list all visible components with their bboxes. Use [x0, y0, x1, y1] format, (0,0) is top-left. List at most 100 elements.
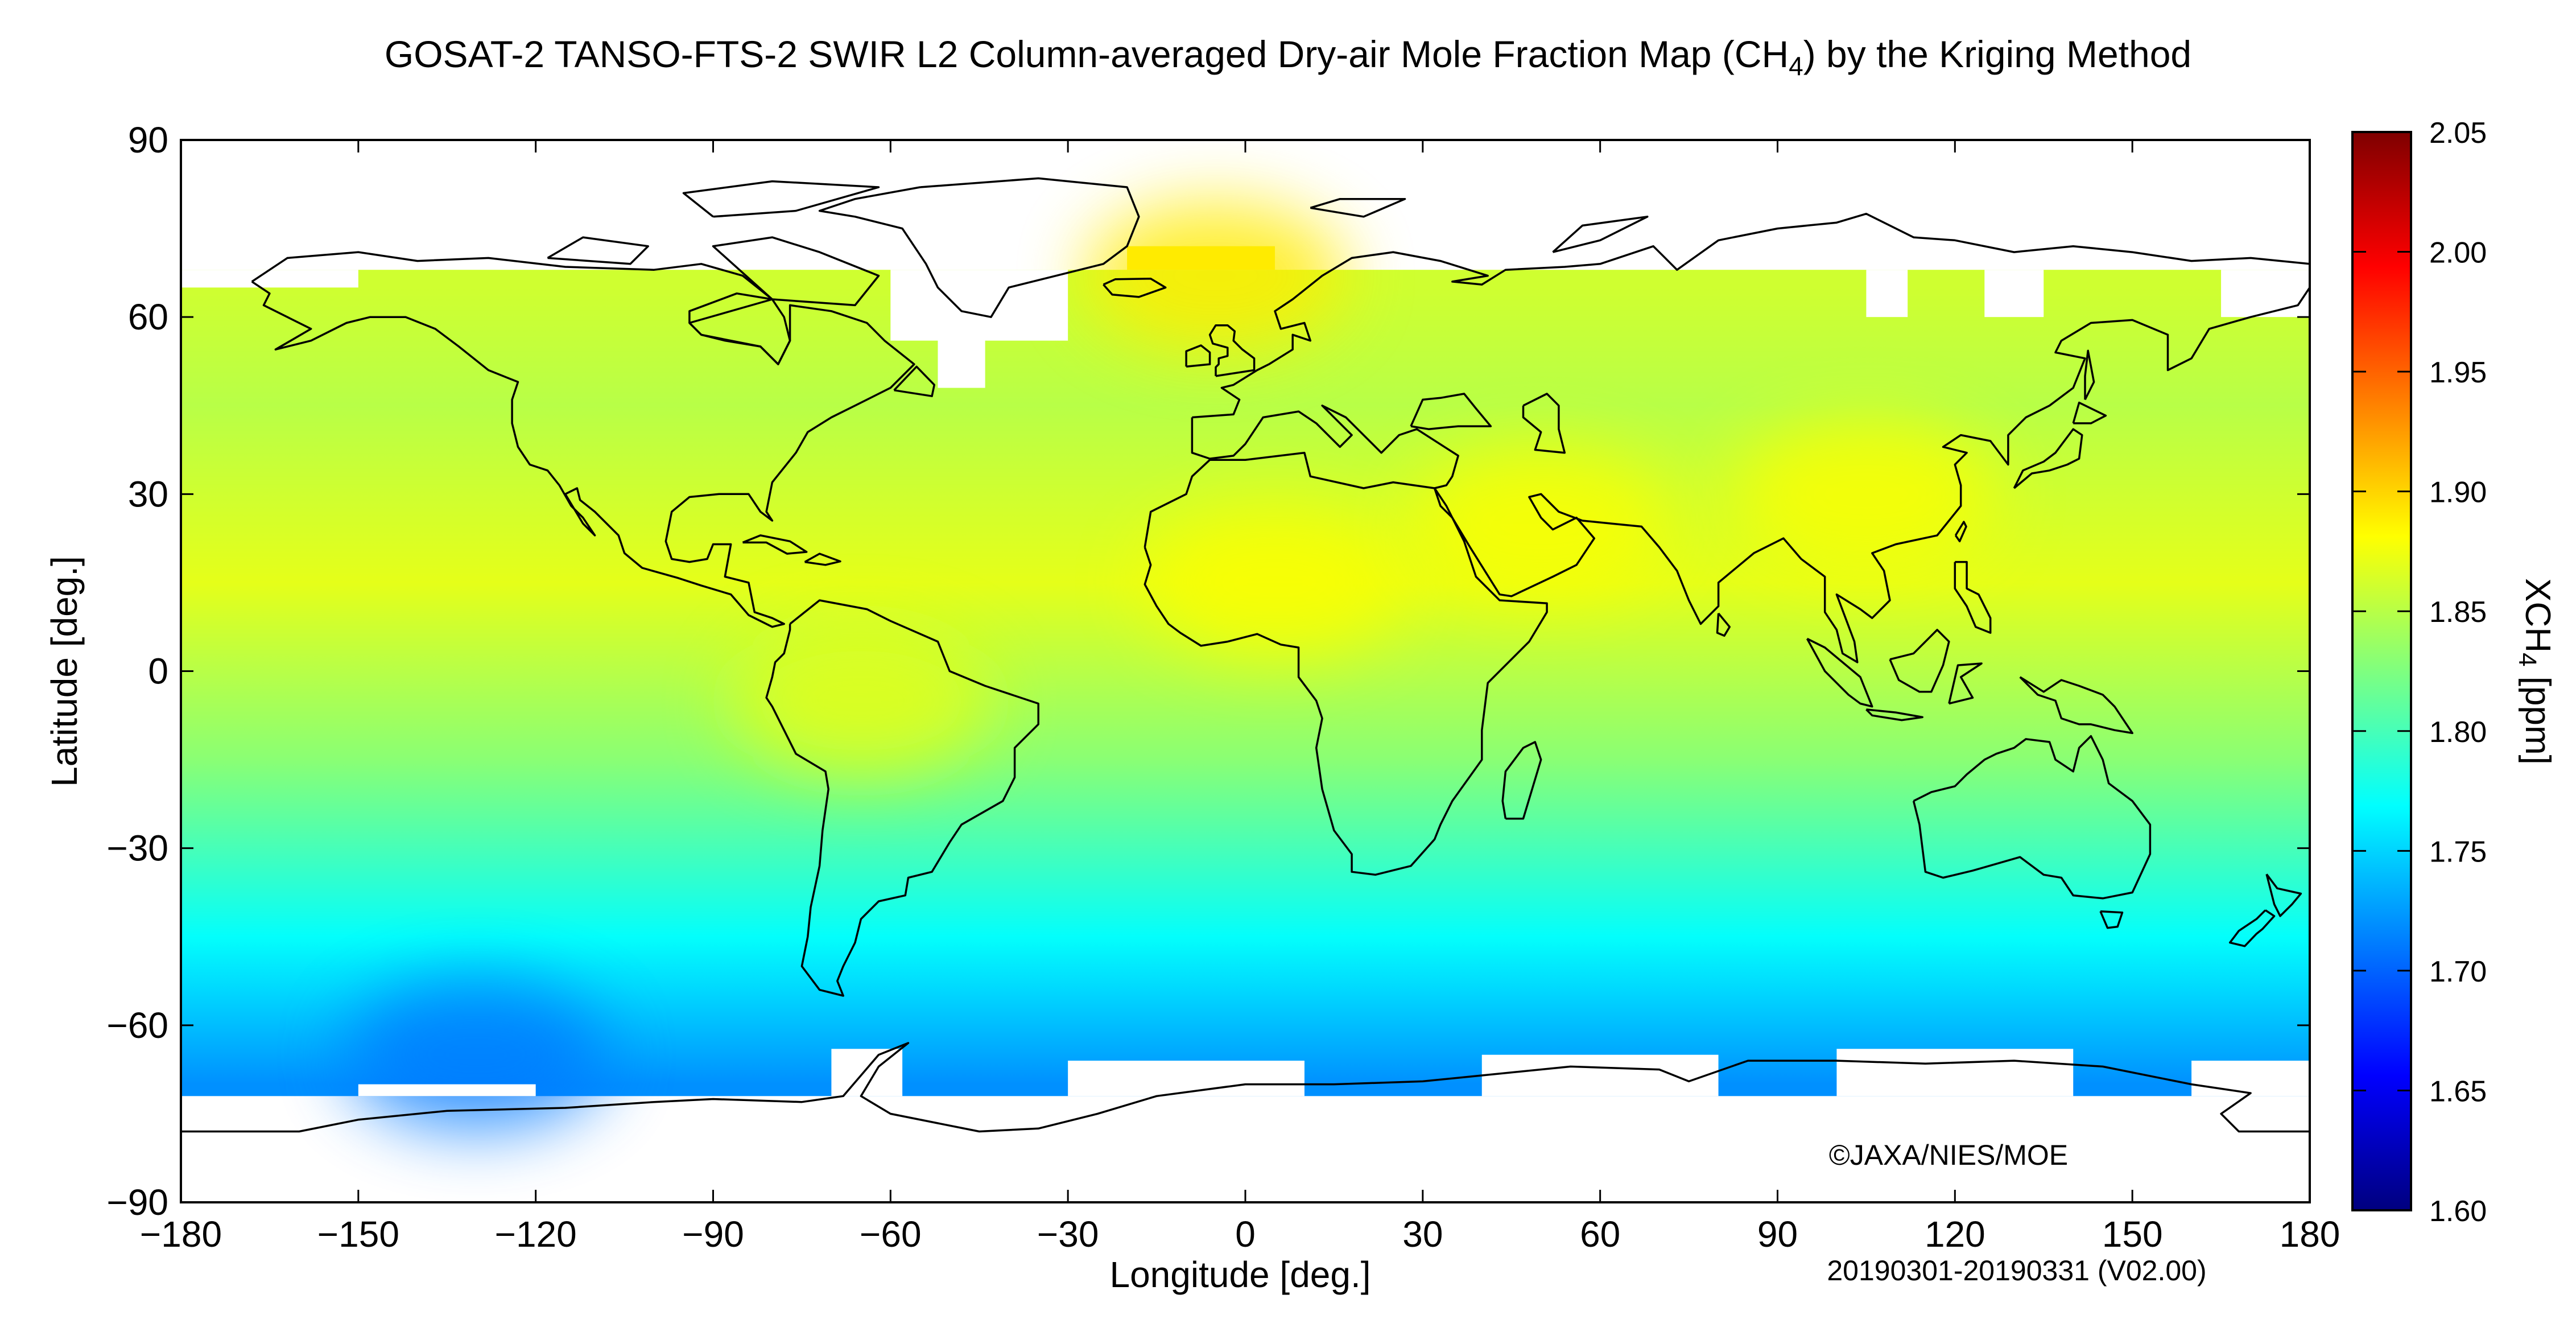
coastline-australia: [1912, 735, 2152, 900]
x-tick-label: 0: [1235, 1214, 1256, 1255]
xch4-field: [181, 201, 2310, 1129]
colorbar-tick-label: 1.65: [2429, 1075, 2487, 1108]
x-tick-label: 120: [1925, 1214, 1985, 1255]
y-tick-label: 60: [128, 296, 168, 337]
coastline-borneo: [1889, 629, 1950, 693]
coastline-cuba: [742, 534, 808, 555]
colorbar-gradient: [2351, 131, 2412, 1211]
x-tick-label: 180: [2280, 1214, 2340, 1255]
coastline-new-zealand-south: [2228, 909, 2276, 947]
no-data-cell: [2191, 1061, 2310, 1096]
coastline-black-sea: [1410, 393, 1492, 430]
x-tick-label: 30: [1402, 1214, 1443, 1255]
coastline-newfoundland: [893, 365, 936, 397]
coastline-sakhalin: [2084, 349, 2095, 401]
coastline-ireland: [1185, 344, 1211, 368]
coastline-japan: [2013, 428, 2083, 489]
xch4-regional-highlight: [1735, 420, 1997, 568]
coastline-iceland: [1103, 277, 1167, 298]
no-data-cell: [1481, 1054, 1719, 1096]
xch4-latitude-band: [181, 270, 2310, 1096]
x-tick-label: −150: [317, 1214, 399, 1255]
copyright-text: ©JAXA/NIES/MOE: [1829, 1139, 2068, 1171]
y-tick-label: 90: [128, 119, 168, 160]
colorbar: 2.05 2.00 1.95 1.90 1.85 1.80 1.75 1.70 1.65 1.60…: [2351, 117, 2557, 1228]
xch4-regional-highlight: [345, 980, 608, 1129]
coastline-ellesmere: [682, 180, 880, 218]
x-axis-ticks: −180 −150 −120 −90 −60 −30 0 30 60 90 120 150 180: [140, 140, 2340, 1255]
coastline-java: [1865, 708, 1923, 722]
coastline-madagascar: [1501, 741, 1542, 820]
x-tick-label: 150: [2102, 1214, 2163, 1255]
x-tick-label: −90: [682, 1214, 744, 1255]
xch4-regional-highlight: [1410, 450, 1672, 598]
colorbar-tick-label: 1.80: [2429, 716, 2487, 749]
map-plot-area: −180 −150 −120 −90 −60 −30 0 30 60 90 120 150 180 90…: [106, 119, 2340, 1255]
colorbar-label-subscript: 4: [2513, 653, 2541, 666]
no-data-cell: [1866, 270, 1908, 318]
no-data-cell: [1984, 270, 2044, 318]
x-tick-label: −30: [1037, 1214, 1099, 1255]
coastline-sumatra: [1806, 637, 1873, 708]
coastline-caspian-sea: [1522, 393, 1566, 454]
coastlines: [181, 177, 2310, 1167]
x-tick-label: 90: [1757, 1214, 1798, 1255]
coastline-hokkaido: [2072, 401, 2107, 424]
x-tick-label: −180: [140, 1214, 222, 1255]
y-tick-label: −30: [106, 828, 168, 869]
period-text: 20190301-20190331 (V02.00): [1827, 1255, 2206, 1287]
coastline-new-guinea: [2019, 676, 2133, 735]
coastline-sri-lanka: [1716, 612, 1731, 637]
colorbar-tick-label: 1.85: [2429, 596, 2487, 629]
y-axis-ticks: 90 60 30 0 −30 −60 −90: [106, 119, 2310, 1223]
x-axis-label: Longitude [deg.]: [1109, 1254, 1370, 1295]
coastline-baffin: [712, 236, 880, 307]
coastline-novaya-zemlya: [1552, 216, 1649, 253]
no-data-cell: [1068, 1061, 1304, 1096]
colorbar-tick-label: 2.00: [2429, 237, 2487, 270]
colorbar-tick-label: 1.75: [2429, 835, 2487, 868]
colorbar-tick-label: 1.95: [2429, 356, 2487, 389]
title-subscript: 4: [1789, 51, 1803, 81]
coastline-south-america: [765, 599, 1039, 997]
coastline-antarctica: [181, 1042, 2310, 1167]
coastline-taiwan: [1954, 521, 1967, 543]
coastline-africa: [1143, 451, 1548, 876]
colorbar-tick-label: 1.70: [2429, 955, 2487, 988]
coastline-hudson-bay: [688, 292, 791, 365]
xch4-regional-highlight: [1085, 201, 1347, 350]
coastline-svalbard: [1310, 197, 1406, 218]
colorbar-tick-label: 1.90: [2429, 476, 2487, 509]
no-data-cell: [181, 270, 358, 288]
xch4-cell: [1127, 246, 1275, 270]
y-tick-label: 0: [148, 651, 168, 692]
no-data-cell: [938, 317, 985, 388]
coastline-eurasia: [1191, 212, 2310, 663]
y-tick-label: −90: [106, 1182, 168, 1223]
coastline-greenland: [818, 177, 1140, 318]
x-tick-label: 60: [1580, 1214, 1620, 1255]
colorbar-label: XCH4 [ppm]: [2513, 578, 2557, 765]
xch4-regional-highlight: [1143, 508, 1406, 657]
coastline-philippines: [1954, 560, 1992, 634]
y-tick-label: −60: [106, 1005, 168, 1046]
no-data-cell: [2221, 270, 2310, 318]
coastline-tasmania: [2099, 910, 2124, 929]
coastline-hispaniola: [804, 553, 841, 566]
y-axis-label: Latitude [deg.]: [44, 556, 85, 787]
colorbar-ticks: 2.05 2.00 1.95 1.90 1.85 1.80 1.75 1.70 1.65 1.60: [2352, 117, 2487, 1228]
xch4-regional-highlight: [730, 626, 992, 775]
no-data-cell: [1836, 1049, 2074, 1096]
coastline-new-zealand-north: [2265, 873, 2302, 917]
x-tick-label: −60: [860, 1214, 922, 1255]
coastline-uk: [1208, 324, 1256, 377]
no-data-cell: [358, 1084, 536, 1096]
x-tick-label: −120: [495, 1214, 577, 1255]
y-tick-label: 30: [128, 473, 168, 514]
colorbar-tick-label: 2.05: [2429, 117, 2487, 150]
colorbar-tick-label: 1.60: [2429, 1195, 2487, 1228]
coastline-victoria-island: [547, 236, 649, 265]
chart-title: GOSAT-2 TANSO-FTS-2 SWIR L2 Column-avera…: [385, 33, 2191, 81]
coastline-sulawesi: [1948, 662, 1983, 705]
